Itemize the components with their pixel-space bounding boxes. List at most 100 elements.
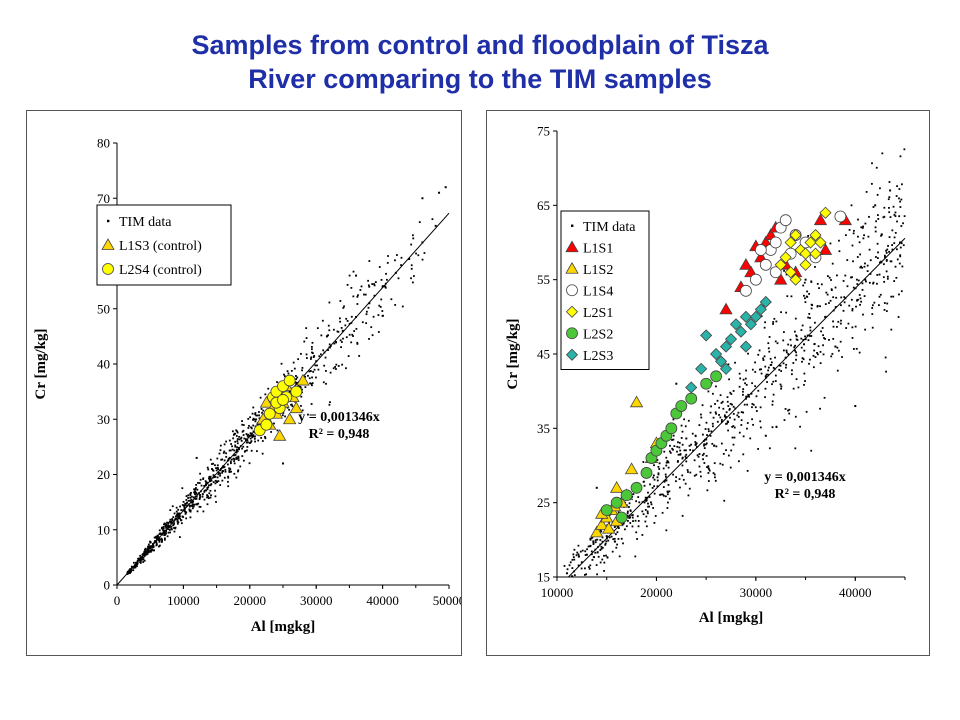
tim-data-point [585, 573, 588, 576]
tim-data-point [689, 449, 692, 451]
tim-data-point [803, 383, 805, 386]
point-tim-data [705, 438, 708, 441]
tim-data-point [879, 293, 882, 296]
tim-data-point [744, 377, 747, 380]
tim-data-point [603, 554, 605, 557]
tim-data-point [809, 317, 811, 319]
tim-data-point [580, 567, 583, 570]
tim-data-point [864, 262, 866, 265]
point-tim-data [675, 382, 678, 385]
legend-marker-tim-data [571, 224, 574, 227]
point-tim-data [685, 457, 688, 460]
x-tick-label: 50000 [433, 593, 461, 608]
tim-data-point [745, 369, 748, 372]
point-tim-data [162, 531, 165, 534]
point-tim-data [889, 189, 892, 192]
tim-data-point [282, 412, 285, 414]
tim-data-point [767, 369, 770, 372]
tim-data-point [760, 372, 763, 375]
tim-data-point [829, 299, 832, 302]
tim-data-point [300, 395, 303, 398]
tim-data-point [886, 277, 889, 280]
tim-data-point [898, 215, 901, 218]
x-tick-label: 10000 [541, 585, 574, 600]
tim-data-point [767, 366, 770, 369]
tim-data-point [872, 206, 875, 208]
y-tick-label: 55 [537, 272, 550, 287]
tim-data-point [255, 414, 258, 417]
tim-data-point [783, 419, 786, 421]
y-tick-label: 35 [537, 421, 550, 436]
tim-data-point [661, 511, 664, 514]
tim-data-point [728, 378, 731, 381]
tim-data-point [204, 480, 207, 483]
tim-data-point [252, 417, 255, 420]
point-tim-data [421, 241, 424, 244]
point-l1s1 [813, 213, 828, 226]
tim-data-point [597, 555, 600, 558]
tim-data-point [143, 551, 146, 554]
legend-label-l1s4: L1S4 [583, 284, 613, 299]
tim-data-point [170, 525, 173, 528]
tim-data-point [804, 301, 807, 304]
tim-data-point [311, 352, 314, 355]
tim-data-point [657, 465, 660, 468]
tim-data-point [342, 306, 345, 309]
tim-data-point [187, 499, 190, 502]
tim-data-point [380, 298, 383, 301]
tim-data-point [199, 505, 202, 508]
tim-data-point [167, 528, 170, 531]
tim-data-point [158, 529, 161, 532]
tim-data-point [310, 403, 313, 405]
tim-data-point [604, 542, 607, 545]
tim-data-point [745, 383, 748, 386]
tim-data-point [163, 534, 166, 537]
tim-data-point [870, 182, 873, 185]
point-tim-data [884, 256, 887, 259]
tim-data-point [677, 460, 679, 462]
point-l2s1 [819, 206, 832, 219]
tim-data-point [250, 427, 253, 430]
point-l2s3 [734, 325, 748, 338]
tim-data-point [170, 520, 173, 523]
tim-data-point [341, 363, 344, 366]
tim-data-point [888, 181, 891, 183]
tim-data-point [696, 454, 699, 457]
tim-data-point [347, 355, 350, 357]
tim-data-point [846, 285, 849, 288]
tim-data-point [381, 310, 384, 312]
tim-data-point [768, 350, 771, 353]
tim-data-point [819, 407, 821, 410]
tim-data-point [855, 347, 858, 350]
tim-data-point [159, 533, 162, 535]
tim-data-point [664, 473, 667, 476]
tim-data-point [755, 395, 758, 398]
point-tim-data [585, 553, 588, 556]
tim-data-point [801, 360, 803, 363]
tim-data-point [236, 446, 239, 449]
tim-data-point [785, 363, 788, 366]
tim-data-point [759, 426, 762, 429]
tim-data-point [163, 530, 165, 533]
tim-data-point [804, 335, 806, 338]
tim-data-point [214, 479, 217, 482]
tim-data-point [206, 486, 209, 489]
tim-data-point [754, 385, 757, 388]
tim-data-point [895, 276, 898, 279]
tim-data-point [822, 334, 825, 337]
tim-data-point [286, 406, 289, 409]
tim-data-point [417, 254, 420, 257]
tim-data-point [772, 323, 774, 325]
tim-data-point [648, 496, 651, 498]
tim-data-point [885, 270, 888, 273]
tim-data-point [208, 478, 211, 481]
tim-data-point [682, 478, 685, 481]
tim-data-point [744, 382, 746, 385]
tim-data-point [675, 476, 678, 478]
tim-data-point [852, 286, 855, 289]
tim-data-point [160, 532, 163, 535]
tim-data-point [899, 254, 902, 257]
tim-data-point [892, 205, 895, 208]
tim-data-point [801, 324, 804, 327]
tim-data-point [882, 276, 885, 279]
